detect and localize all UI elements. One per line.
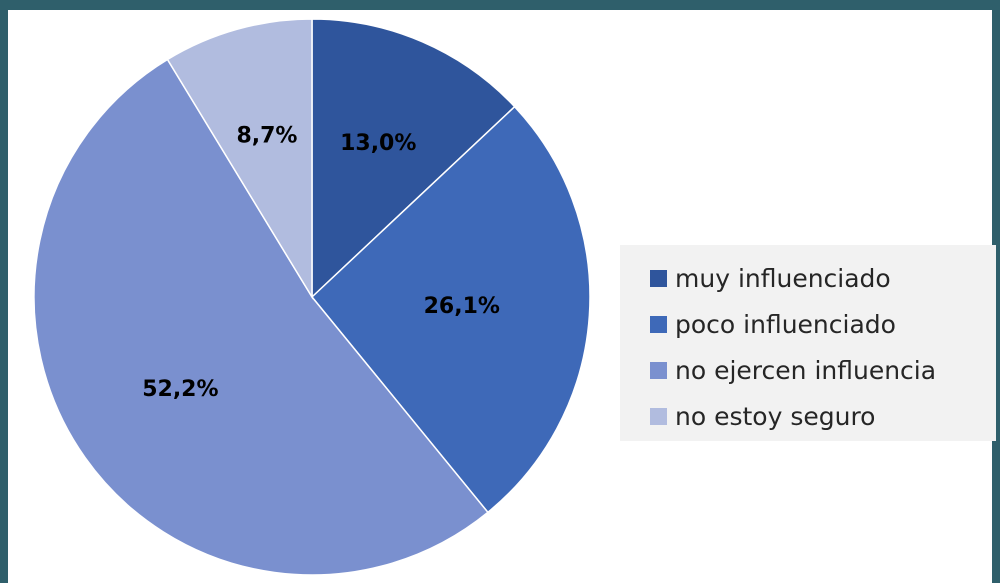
legend-swatch	[650, 315, 667, 333]
data-label: 13,0%	[340, 131, 416, 156]
legend-swatch	[650, 407, 667, 425]
legend-item-no-estoy-seguro: no estoy seguro	[650, 393, 996, 439]
pie-slice-muy-influenciado	[311, 18, 516, 299]
legend-label: poco influenciado	[675, 309, 896, 339]
data-label: 26,1%	[424, 294, 500, 319]
data-label: 52,2%	[142, 377, 218, 402]
legend-item-muy-influenciado: muy influenciado	[650, 255, 996, 301]
pie-chart: 13,0% 26,1% 52,2% 8,7%	[33, 18, 591, 576]
chart-panel: 13,0% 26,1% 52,2% 8,7% muy influenciado poc…	[8, 10, 996, 583]
pie-slice-no-estoy-seguro	[166, 18, 313, 300]
pie-slice-poco-influenciado	[310, 105, 591, 514]
pie-slices	[33, 18, 591, 576]
legend-label: no ejercen influencia	[675, 355, 937, 385]
chart-legend: muy influenciado poco influenciado no ej…	[620, 245, 996, 441]
legend-item-no-ejercen-influencia: no ejercen influencia	[650, 347, 996, 393]
legend-label: muy influenciado	[675, 263, 891, 293]
pie-data-labels: 13,0% 26,1% 52,2% 8,7%	[142, 123, 500, 402]
data-label: 8,7%	[236, 123, 297, 148]
legend-swatch	[650, 361, 667, 379]
legend-label: no estoy seguro	[675, 401, 876, 431]
pie-slice-no-ejercen-influencia	[33, 58, 489, 576]
legend-item-poco-influenciado: poco influenciado	[650, 301, 996, 347]
legend-swatch	[650, 269, 667, 287]
